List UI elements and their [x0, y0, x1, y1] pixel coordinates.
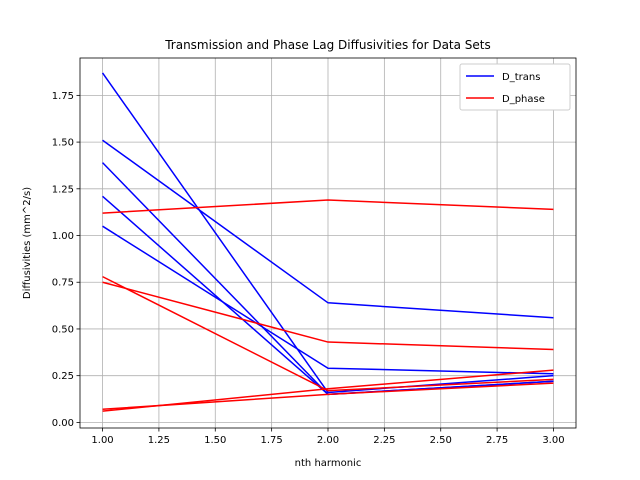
- x-tick-label: 2.75: [486, 435, 508, 446]
- y-tick-label: 1.75: [52, 91, 74, 102]
- y-axis-label: Diffusivities (mm^2/s): [22, 187, 33, 299]
- x-tick-label: 1.25: [148, 435, 170, 446]
- series-line-d-trans: [102, 139, 554, 319]
- x-tick-label: 2.25: [373, 435, 395, 446]
- y-tick-label: 0.00: [52, 418, 74, 429]
- legend-label-d-phase: D_phase: [502, 94, 545, 105]
- legend: D_trans D_phase: [459, 63, 571, 111]
- y-tick-label: 0.25: [52, 371, 74, 382]
- y-tick-label: 1.25: [52, 184, 74, 195]
- x-tick-label: 1.75: [261, 435, 283, 446]
- y-tick-label: 1.50: [52, 138, 74, 149]
- x-tick-label: 3.00: [542, 435, 564, 446]
- y-tick-label: 0.50: [52, 324, 74, 335]
- x-axis: 1.00 1.25 1.50 1.75 2.00 2.25 2.50 2.75 3.00: [91, 428, 565, 446]
- x-tick-label: 2.50: [430, 435, 452, 446]
- series-layer: [101, 72, 554, 412]
- x-tick-label: 1.50: [204, 435, 226, 446]
- legend-label-d-trans: D_trans: [502, 72, 540, 83]
- chart-title: Transmission and Phase Lag Diffusivities…: [164, 38, 491, 52]
- series-line-d-phase: [102, 382, 554, 411]
- series-line-d-trans: [102, 225, 554, 375]
- x-tick-label: 1.00: [91, 435, 113, 446]
- series-line-d-phase: [102, 275, 554, 392]
- series-line-d-trans: [101, 72, 554, 394]
- y-tick-label: 1.00: [52, 231, 74, 242]
- y-tick-label: 0.75: [52, 278, 74, 289]
- series-line-d-phase: [102, 281, 554, 351]
- x-axis-label: nth harmonic: [295, 458, 362, 469]
- series-line-d-phase: [102, 199, 554, 214]
- x-tick-label: 2.00: [317, 435, 339, 446]
- y-axis: 0.00 0.25 0.50 0.75 1.00 1.25 1.50 1.75: [52, 91, 80, 429]
